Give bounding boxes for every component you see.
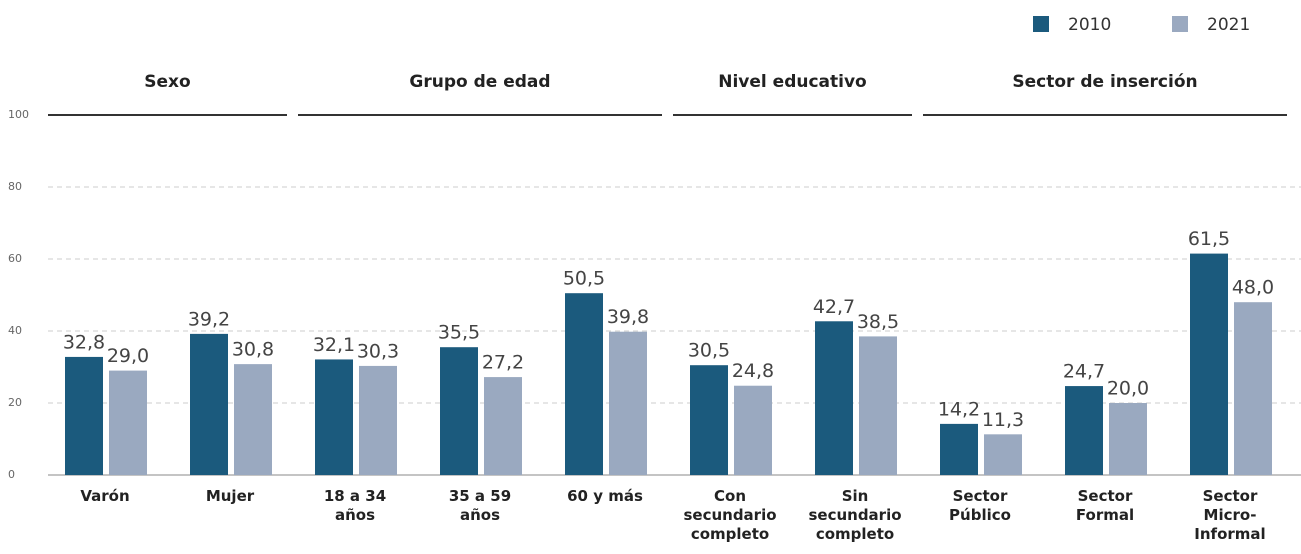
bar: [315, 359, 353, 475]
x-tick-label: Con secundario completo: [683, 487, 777, 543]
bar: [690, 365, 728, 475]
x-tick-label: 18 a 34 años: [323, 487, 387, 524]
y-tick-label: 100: [8, 108, 29, 121]
bar: [609, 331, 647, 475]
legend-swatch: [1033, 16, 1049, 32]
x-tick-label: Sector Micro-Informal: [1194, 487, 1266, 543]
value-label: 32,1: [313, 334, 355, 356]
value-label: 48,0: [1232, 277, 1274, 299]
bar: [565, 293, 603, 475]
bar: [859, 336, 897, 475]
value-label: 11,3: [982, 409, 1024, 431]
value-label: 39,2: [188, 308, 230, 330]
value-label: 29,0: [107, 345, 149, 367]
value-label: 35,5: [438, 322, 480, 344]
value-label: 27,2: [482, 352, 524, 374]
x-tick-label: Sector Formal: [1075, 487, 1135, 524]
y-tick-label: 60: [8, 252, 22, 265]
bar: [940, 423, 978, 475]
value-label: 30,5: [688, 340, 730, 362]
value-label: 42,7: [813, 296, 855, 318]
x-tick-label: Sector Público: [949, 487, 1011, 524]
value-label: 24,7: [1063, 361, 1105, 383]
bar: [440, 347, 478, 475]
legend-swatch: [1172, 16, 1188, 32]
bar: [1109, 403, 1147, 475]
value-label: 14,2: [938, 398, 980, 420]
bar: [484, 377, 522, 475]
y-tick-label: 0: [8, 468, 15, 481]
bar: [1190, 253, 1228, 475]
value-label: 24,8: [732, 360, 774, 382]
group-title: Sexo: [144, 72, 190, 92]
bar: [1234, 302, 1272, 475]
value-label: 50,5: [563, 268, 605, 290]
bar: [984, 434, 1022, 475]
group-title: Sector de inserción: [1012, 72, 1197, 92]
legend-label: 2010: [1068, 15, 1111, 35]
bar: [234, 364, 272, 475]
bar: [1065, 386, 1103, 475]
group-title: Grupo de edad: [409, 72, 550, 92]
value-label: 39,8: [607, 306, 649, 328]
x-tick-label: 35 a 59 años: [448, 487, 512, 524]
legend-label: 2021: [1207, 15, 1250, 35]
bar: [190, 333, 228, 475]
y-tick-label: 20: [8, 396, 22, 409]
y-tick-label: 80: [8, 180, 22, 193]
bar: [734, 385, 772, 475]
value-label: 38,5: [857, 311, 899, 333]
value-label: 30,3: [357, 340, 399, 362]
value-label: 32,8: [63, 331, 105, 353]
bar: [815, 321, 853, 475]
value-label: 20,0: [1107, 378, 1149, 400]
group-title: Nivel educativo: [718, 72, 866, 92]
value-label: 30,8: [232, 339, 274, 361]
y-tick-label: 40: [8, 324, 22, 337]
x-tick-label: Mujer: [205, 487, 255, 505]
x-tick-label: Varón: [80, 487, 130, 505]
value-label: 61,5: [1188, 228, 1230, 250]
bar: [109, 370, 147, 475]
bar: [65, 356, 103, 475]
x-tick-label: 60 y más: [567, 487, 643, 505]
bar: [359, 365, 397, 475]
x-tick-label: Sin secundario completo: [808, 487, 902, 543]
